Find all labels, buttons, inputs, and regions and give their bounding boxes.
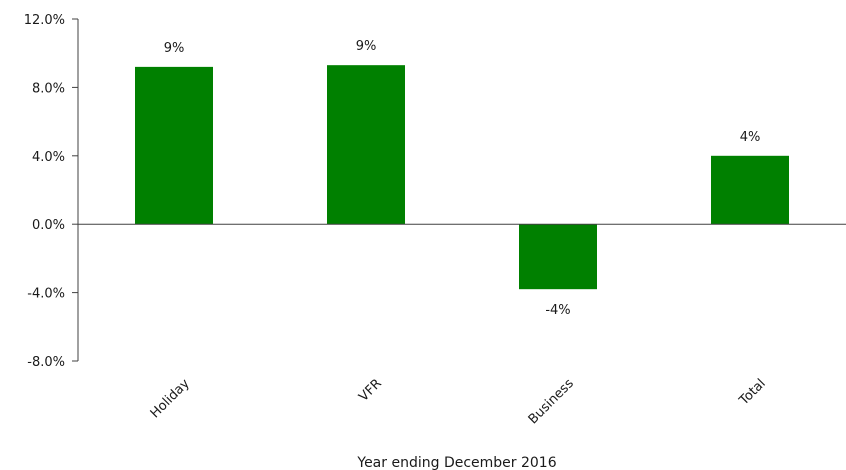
y-tick-label: 8.0% bbox=[32, 81, 65, 96]
category-label: VFR bbox=[356, 376, 385, 405]
bar-total bbox=[711, 155, 789, 225]
bars bbox=[135, 65, 789, 290]
data-label: 9% bbox=[356, 39, 377, 54]
category-label: Holiday bbox=[148, 376, 193, 421]
x-axis-title: Year ending December 2016 bbox=[356, 455, 556, 470]
y-tick-label: 4.0% bbox=[32, 150, 65, 165]
category-labels: Holiday VFR Business Total bbox=[148, 376, 769, 427]
category-label: Total bbox=[736, 376, 769, 409]
bar-vfr bbox=[327, 65, 405, 225]
data-label: -4% bbox=[545, 303, 570, 318]
bar-holiday bbox=[135, 66, 213, 225]
bar-business bbox=[519, 224, 597, 290]
y-tick-label: -8.0% bbox=[27, 355, 65, 370]
y-tick-label: 0.0% bbox=[32, 218, 65, 233]
data-labels: 9% 9% -4% 4% bbox=[164, 39, 761, 318]
category-label: Business bbox=[526, 376, 577, 427]
y-axis: 12.0% 8.0% 4.0% 0.0% -4.0% -8.0% bbox=[24, 13, 79, 370]
y-tick-label: -4.0% bbox=[27, 287, 65, 302]
y-tick-label: 12.0% bbox=[24, 13, 65, 28]
data-label: 9% bbox=[164, 41, 185, 56]
data-label: 4% bbox=[740, 130, 761, 145]
